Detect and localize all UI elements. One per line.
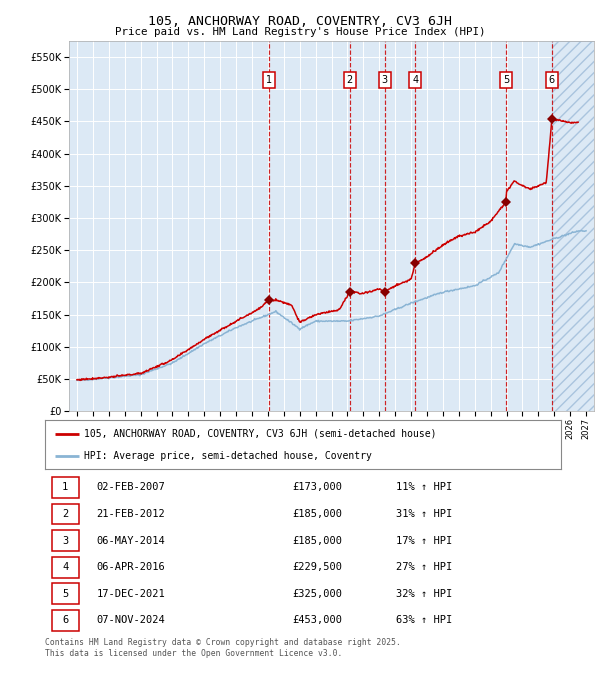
Text: 3: 3 (382, 75, 388, 85)
Text: 02-FEB-2007: 02-FEB-2007 (97, 482, 166, 492)
Text: HPI: Average price, semi-detached house, Coventry: HPI: Average price, semi-detached house,… (83, 452, 371, 462)
Text: 21-FEB-2012: 21-FEB-2012 (97, 509, 166, 519)
Bar (552, 41, 594, 411)
Text: 6: 6 (62, 615, 68, 626)
Text: 17-DEC-2021: 17-DEC-2021 (97, 589, 166, 599)
Text: 06-APR-2016: 06-APR-2016 (97, 562, 166, 572)
Text: 17% ↑ HPI: 17% ↑ HPI (396, 536, 452, 545)
Text: This data is licensed under the Open Government Licence v3.0.: This data is licensed under the Open Gov… (45, 649, 343, 658)
FancyBboxPatch shape (52, 503, 79, 524)
Text: 6: 6 (549, 75, 555, 85)
Text: £453,000: £453,000 (293, 615, 343, 626)
Text: 27% ↑ HPI: 27% ↑ HPI (396, 562, 452, 572)
Text: 07-NOV-2024: 07-NOV-2024 (97, 615, 166, 626)
Text: 1: 1 (62, 482, 68, 492)
Text: £185,000: £185,000 (293, 536, 343, 545)
Text: 32% ↑ HPI: 32% ↑ HPI (396, 589, 452, 599)
FancyBboxPatch shape (52, 583, 79, 605)
Text: 5: 5 (62, 589, 68, 599)
Text: £185,000: £185,000 (293, 509, 343, 519)
Text: 105, ANCHORWAY ROAD, COVENTRY, CV3 6JH (semi-detached house): 105, ANCHORWAY ROAD, COVENTRY, CV3 6JH (… (83, 429, 436, 439)
Text: 3: 3 (62, 536, 68, 545)
Text: 11% ↑ HPI: 11% ↑ HPI (396, 482, 452, 492)
Text: 31% ↑ HPI: 31% ↑ HPI (396, 509, 452, 519)
FancyBboxPatch shape (52, 610, 79, 631)
FancyBboxPatch shape (52, 530, 79, 551)
Text: 4: 4 (412, 75, 418, 85)
Text: 4: 4 (62, 562, 68, 572)
Text: 63% ↑ HPI: 63% ↑ HPI (396, 615, 452, 626)
Text: £325,000: £325,000 (293, 589, 343, 599)
Text: £229,500: £229,500 (293, 562, 343, 572)
Text: 5: 5 (503, 75, 509, 85)
Text: 06-MAY-2014: 06-MAY-2014 (97, 536, 166, 545)
FancyBboxPatch shape (52, 477, 79, 498)
Text: 1: 1 (266, 75, 272, 85)
Text: 2: 2 (62, 509, 68, 519)
FancyBboxPatch shape (52, 557, 79, 577)
Text: 105, ANCHORWAY ROAD, COVENTRY, CV3 6JH: 105, ANCHORWAY ROAD, COVENTRY, CV3 6JH (148, 15, 452, 28)
Text: 2: 2 (347, 75, 353, 85)
Text: £173,000: £173,000 (293, 482, 343, 492)
Text: Contains HM Land Registry data © Crown copyright and database right 2025.: Contains HM Land Registry data © Crown c… (45, 638, 401, 647)
Text: Price paid vs. HM Land Registry's House Price Index (HPI): Price paid vs. HM Land Registry's House … (115, 27, 485, 37)
